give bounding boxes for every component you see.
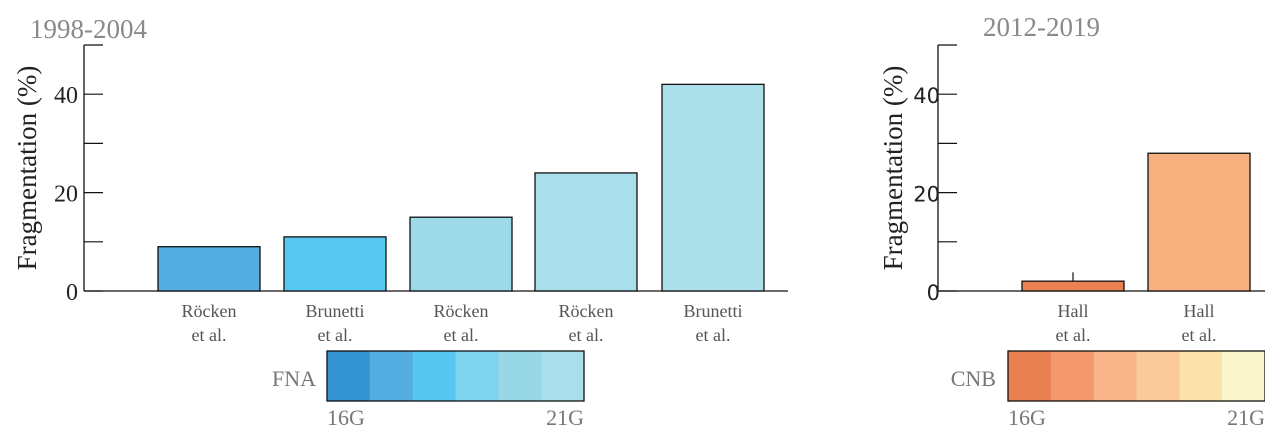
colorbar-swatch (1008, 351, 1052, 401)
category-label: Röcken et al. (434, 301, 489, 345)
colorbar-swatch (498, 351, 542, 401)
y-axis-label: Fragmentation (%) (12, 66, 42, 271)
colorbar-frame (1007, 350, 1265, 402)
bar-5 (661, 83, 765, 292)
bar-3 (409, 216, 513, 292)
colorbar-start-label: 16G (1008, 405, 1046, 427)
bar-2 (1147, 152, 1251, 292)
category-label: Hall et al. (1182, 301, 1217, 345)
chart-panel-2012-2019: 2012-2019 Fragmentation (%) 0 20 40 Hall et al… (878, 12, 1265, 427)
category-label: Röcken et al. (182, 301, 237, 345)
colorbar-frame (326, 350, 585, 402)
bar-2 (283, 236, 387, 292)
y-tick-label: 20 (913, 183, 940, 207)
colorbar-label: FNA (272, 366, 316, 391)
y-axis-label: Fragmentation (%) (878, 66, 908, 271)
colorbar-swatch (455, 351, 499, 401)
colorbar-swatch (1222, 351, 1265, 401)
colorbar-swatch (327, 351, 371, 401)
colorbar-swatch (1093, 351, 1137, 401)
y-tick-label: 40 (54, 83, 78, 109)
colorbar-swatch (1050, 351, 1095, 401)
colorbar-swatch (369, 351, 414, 401)
y-tick-label: 0 (927, 281, 940, 305)
colorbar-end-label: 21G (1227, 405, 1265, 427)
colorbar-label: CNB (951, 366, 996, 391)
colorbar-end-label: 21G (546, 405, 584, 427)
chart-title: 1998-2004 (30, 14, 147, 44)
colorbar-start-label: 16G (327, 405, 365, 427)
colorbar-swatch (1179, 351, 1223, 401)
y-tick-label: 40 (913, 84, 940, 108)
bar-1 (1021, 280, 1125, 292)
category-label: Hall et al. (1056, 301, 1091, 345)
colorbar-swatch (541, 351, 585, 401)
chart-title: 2012-2019 (983, 12, 1100, 42)
category-label: Brunetti et al. (306, 301, 365, 345)
category-label: Brunetti et al. (684, 301, 743, 345)
colorbar-swatch (412, 351, 456, 401)
y-tick-label: 20 (54, 182, 78, 208)
bar-1 (157, 246, 261, 292)
y-tick-label: 0 (66, 280, 78, 306)
category-label: Röcken et al. (559, 301, 614, 345)
chart-panel-1998-2004: 1998-2004 Fragmentation (%) 0 20 40 Röcken et … (12, 14, 788, 427)
bar-4 (534, 172, 638, 292)
colorbar-swatch (1136, 351, 1180, 401)
